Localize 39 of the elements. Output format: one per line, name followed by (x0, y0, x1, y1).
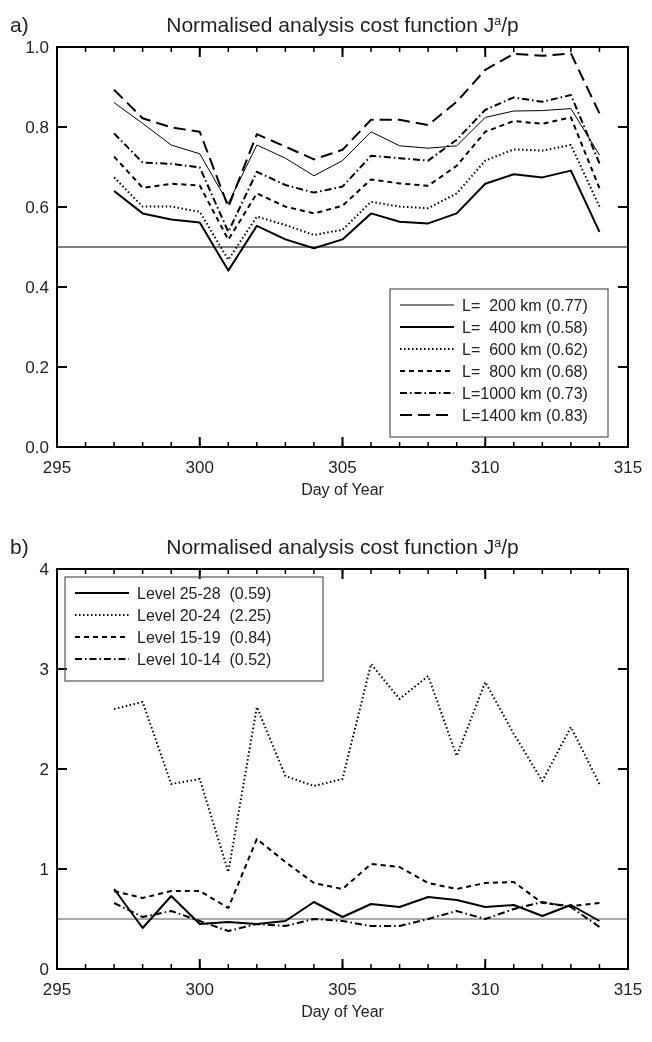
y-tick-label: 4 (39, 560, 49, 579)
text: b) (10, 535, 29, 558)
y-tick-label: 0.6 (25, 198, 49, 217)
y-tick-label: 0.8 (25, 118, 49, 137)
x-axis-title: Day of Year (301, 1003, 385, 1020)
y-tick-label: 1 (39, 860, 49, 879)
legend-label: L=1400 km (0.83) (462, 407, 588, 424)
x-tick-label: 315 (613, 458, 643, 477)
x-tick-label: 310 (471, 458, 500, 477)
y-tick-label: 1.0 (25, 38, 49, 57)
x-tick-label: 300 (185, 458, 214, 477)
x-tick-label: 295 (42, 458, 72, 477)
x-tick-label: 305 (328, 980, 357, 999)
y-tick-label: 0.2 (25, 358, 49, 377)
legend-label: L= 400 km (0.58) (462, 319, 588, 336)
legend-label: Level 10-14 (0.52) (137, 651, 272, 668)
legend-label: Level 25-28 (0.59) (137, 585, 272, 602)
line-series (113, 116, 601, 241)
x-axis-title: Day of Year (301, 481, 385, 498)
y-tick-label: 0.0 (25, 438, 49, 457)
chart-title: Normalised analysis cost function J$^{a}$/p (166, 535, 519, 558)
legend-label: Level 20-24 (2.25) (137, 607, 272, 624)
legend-label: L= 600 km (0.62) (462, 341, 588, 358)
legend-label: L= 800 km (0.68) (462, 363, 588, 380)
y-tick-label: 0 (39, 960, 49, 979)
text: a) (10, 13, 29, 36)
x-tick-label: 295 (42, 980, 72, 999)
x-tick-label: 305 (328, 458, 357, 477)
x-tick-label: 315 (613, 980, 643, 999)
x-tick-label: 300 (185, 980, 214, 999)
y-tick-label: 0.4 (25, 278, 49, 297)
line-series (113, 94, 601, 233)
chart-title: Normalised analysis cost function J$^{a}$/p (166, 13, 519, 36)
legend-label: L=1000 km (0.73) (462, 385, 588, 402)
y-tick-label: 3 (39, 660, 49, 679)
x-tick-label: 310 (471, 980, 500, 999)
legend-label: Level 15-19 (0.84) (137, 629, 272, 646)
y-tick-label: 2 (39, 760, 49, 779)
legend-label: L= 200 km (0.77) (462, 297, 588, 314)
